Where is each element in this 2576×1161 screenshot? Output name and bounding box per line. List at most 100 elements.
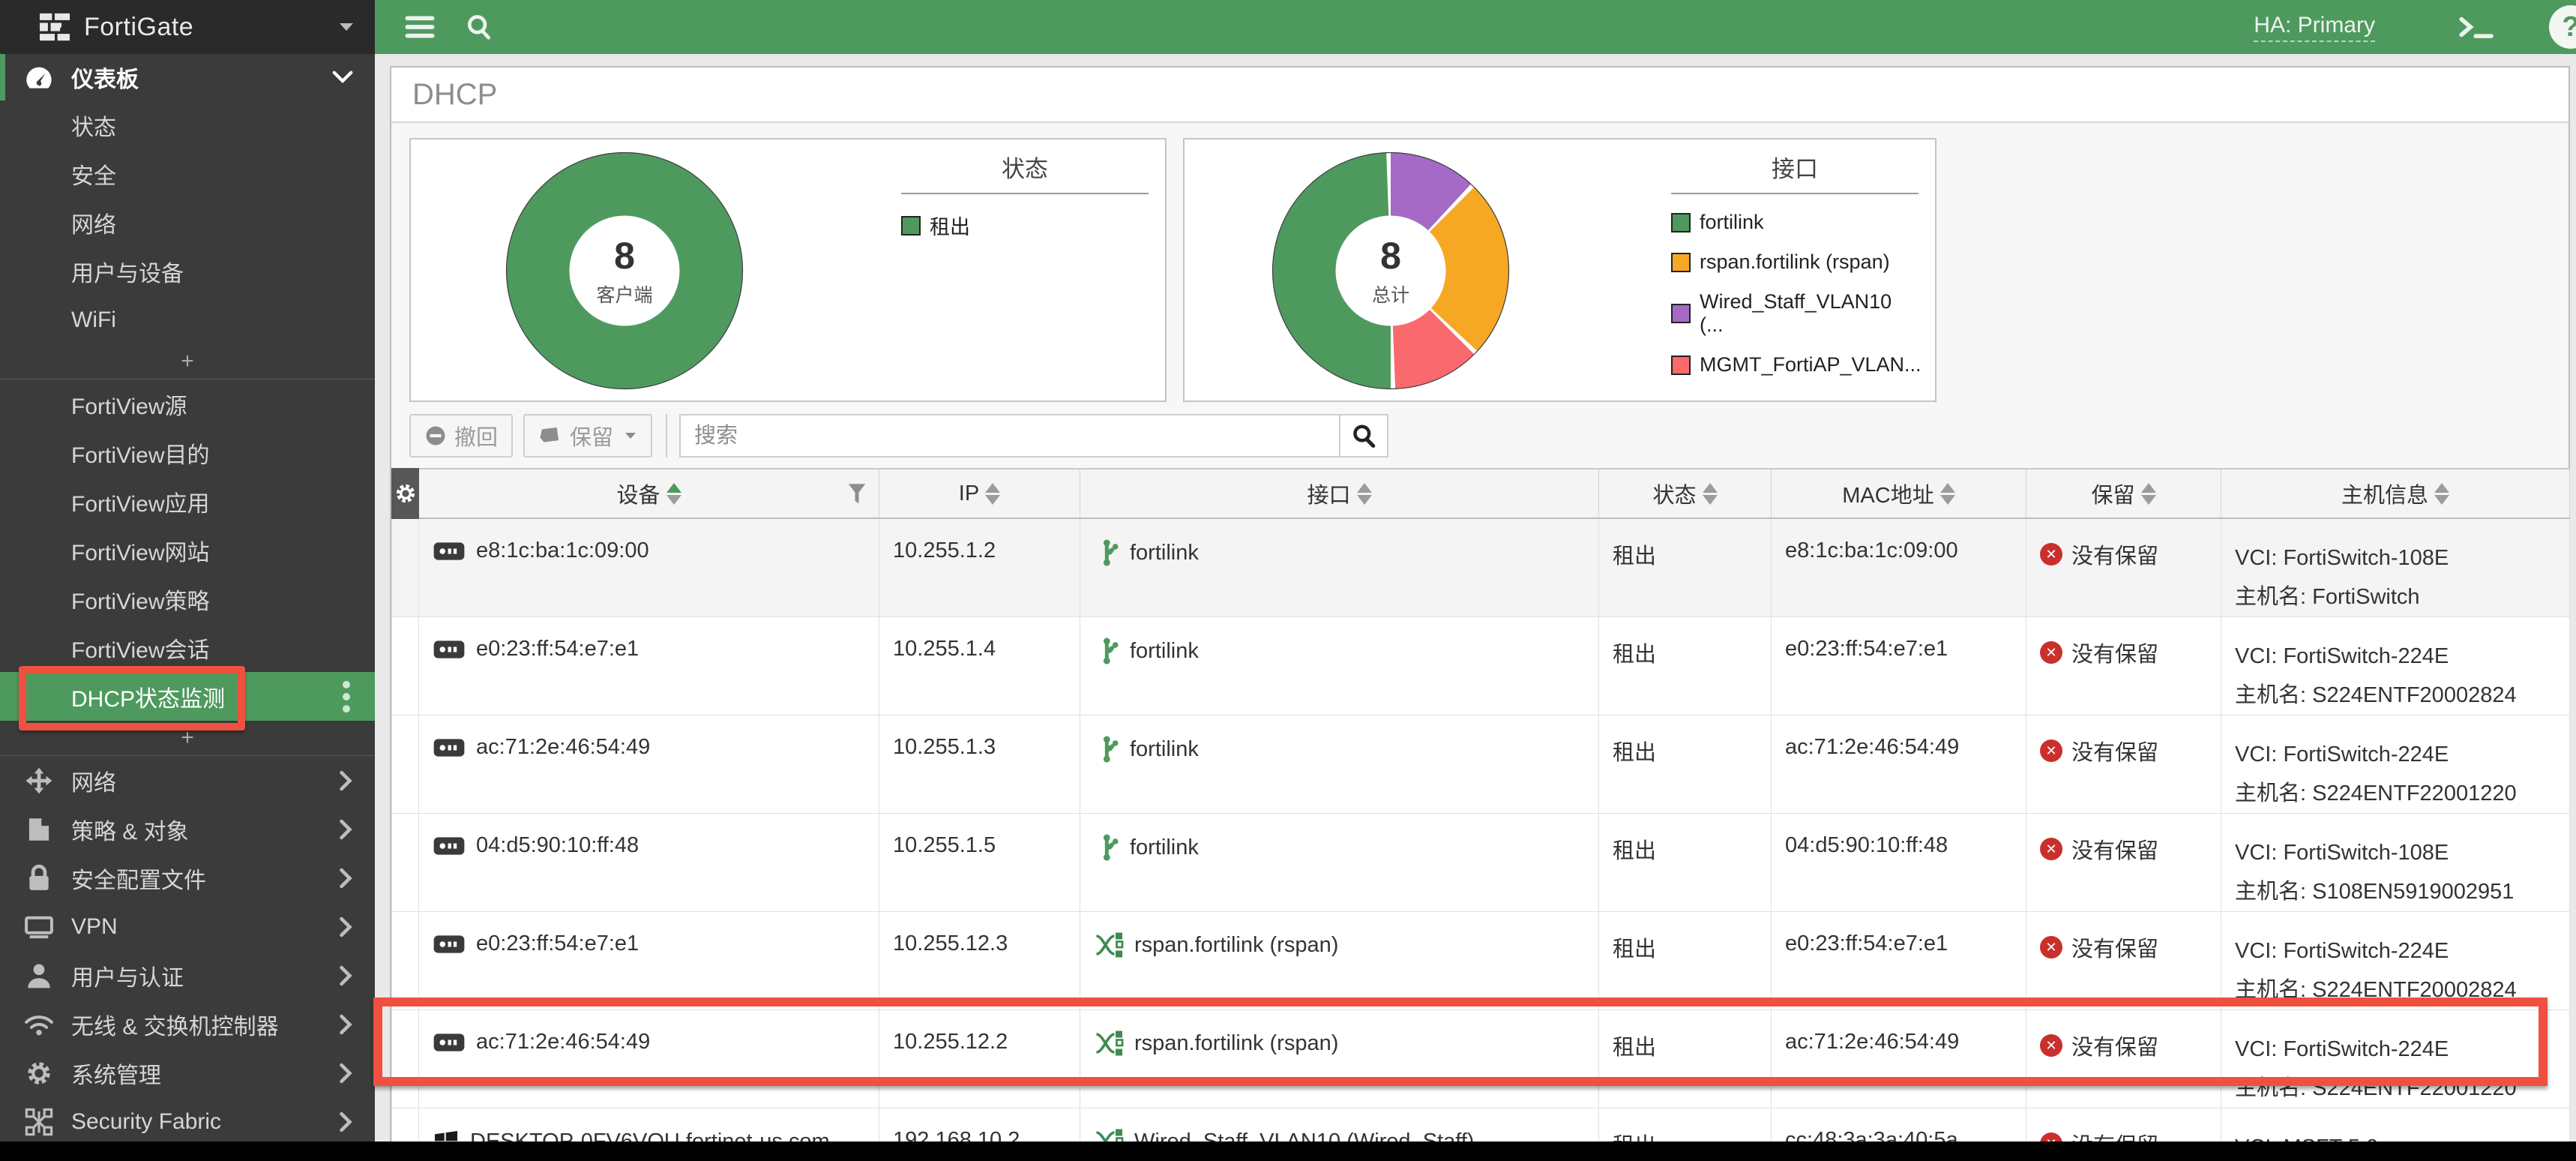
device-cell[interactable]: 04:d5:90:10:ff:48: [418, 813, 879, 912]
ip-cell[interactable]: 10.255.12.3: [879, 911, 1080, 1010]
table-row[interactable]: e0:23:ff:54:e7:e1 10.255.12.3 rspan.fortil…: [391, 911, 2570, 1010]
device-cell[interactable]: e0:23:ff:54:e7:e1: [418, 616, 879, 716]
table-row[interactable]: e0:23:ff:54:e7:e1 10.255.1.4 fortilink 租出 e0…: [391, 616, 2570, 716]
sidebar-group-用户与认证[interactable]: 用户与认证: [0, 951, 375, 1000]
legend-item[interactable]: MGMT_FortiAP_VLAN...: [1671, 353, 1922, 376]
legend-swatch: [1671, 252, 1691, 272]
column-header-status[interactable]: 状态: [1598, 468, 1772, 519]
ip-cell[interactable]: 10.255.1.4: [879, 616, 1080, 716]
table-row[interactable]: 04:d5:90:10:ff:48 10.255.1.5 fortilink 租出 04…: [391, 813, 2570, 912]
row-select-cell[interactable]: [391, 518, 419, 617]
menu-hamburger-icon[interactable]: [405, 14, 435, 40]
sidebar-subitem-网络[interactable]: 网络: [0, 198, 375, 247]
ha-status-badge[interactable]: HA: Primary: [2254, 13, 2375, 42]
column-header-device[interactable]: 设备: [418, 468, 879, 519]
interface-cell[interactable]: rspan.fortilink (rspan): [1080, 911, 1599, 1010]
reservation-cell: ✕ 没有保留: [2026, 616, 2221, 716]
interface-cell[interactable]: fortilink: [1080, 813, 1599, 912]
row-select-cell[interactable]: [391, 911, 419, 1010]
legend-item[interactable]: fortilink: [1671, 211, 1919, 234]
legend-item[interactable]: 租出: [901, 211, 1149, 240]
revoke-button[interactable]: 撤回: [409, 414, 514, 458]
switch-device-icon: [433, 1030, 466, 1054]
cli-console-icon[interactable]: [2458, 13, 2497, 41]
interface-cell[interactable]: fortilink: [1080, 616, 1599, 716]
filter-icon[interactable]: [847, 483, 867, 506]
sidebar-item-FortiView策略[interactable]: FortiView策略: [0, 574, 375, 623]
table-row[interactable]: e8:1c:ba:1c:09:00 10.255.1.2 fortilink 租出 e8…: [391, 518, 2570, 617]
host-info-line: VCI: FortiSwitch-224E: [2235, 644, 2449, 668]
interface-cell[interactable]: fortilink: [1080, 715, 1599, 814]
column-header-mac[interactable]: MAC地址: [1771, 468, 2026, 519]
ip-cell[interactable]: 10.255.1.5: [879, 813, 1080, 912]
sidebar-item-DHCP状态监测[interactable]: DHCP状态监测: [0, 672, 375, 721]
interface-cell[interactable]: fortilink: [1080, 518, 1599, 617]
sidebar-item-FortiView会话[interactable]: FortiView会话: [0, 623, 375, 672]
document-icon: [24, 816, 54, 843]
row-select-cell[interactable]: [391, 1010, 419, 1108]
device-name: 04:d5:90:10:ff:48: [476, 833, 640, 857]
host-info-cell: VCI: FortiSwitch-108E 主机名: S108EN59190029…: [2221, 813, 2570, 912]
ip-cell[interactable]: 10.255.12.2: [879, 1010, 1080, 1108]
sidebar-group-无线 & 交换机控制器[interactable]: 无线 & 交换机控制器: [0, 1000, 375, 1048]
device-cell[interactable]: e8:1c:ba:1c:09:00: [418, 518, 879, 617]
sidebar-subitem-状态[interactable]: 状态: [0, 100, 375, 149]
sidebar-item-FortiView源[interactable]: FortiView源: [0, 380, 375, 428]
search-icon: [1353, 424, 1376, 448]
column-header-ip[interactable]: IP: [879, 468, 1080, 519]
search-input[interactable]: [679, 414, 1340, 458]
dhcp-interface-chart-card: 8 总计 接口 fortilink rspan.fortilink (rspan)…: [1183, 138, 1936, 402]
search-button[interactable]: [1339, 414, 1389, 458]
legend-item[interactable]: rspan.fortilink (rspan): [1671, 250, 1919, 274]
sidebar-group-策略 & 对象[interactable]: 策略 & 对象: [0, 805, 375, 854]
wifi-icon: [24, 1012, 54, 1037]
column-header-reservation[interactable]: 保留: [2026, 468, 2221, 519]
sidebar-group-网络[interactable]: 网络: [0, 756, 375, 805]
status-donut-chart: [505, 152, 744, 390]
device-cell[interactable]: ac:71:2e:46:54:49: [418, 1010, 879, 1108]
sidebar-group-系统管理[interactable]: 系统管理: [0, 1048, 375, 1097]
gear-icon: [24, 1060, 54, 1087]
switch-device-icon: [433, 638, 466, 662]
help-icon[interactable]: ?: [2549, 5, 2576, 49]
device-name: ac:71:2e:46:54:49: [476, 735, 651, 759]
row-select-cell[interactable]: [391, 715, 419, 814]
global-search-icon[interactable]: [465, 13, 493, 41]
legend-item[interactable]: Wired_Staff_VLAN10 (...: [1671, 290, 1919, 337]
sidebar-group-Security Fabric[interactable]: Security Fabric: [0, 1097, 375, 1146]
donut-segment-fortilink: [1272, 152, 1509, 389]
sidebar-group-VPN[interactable]: VPN: [0, 902, 375, 951]
sidebar-subitem-用户与设备[interactable]: 用户与设备: [0, 247, 375, 296]
device-cell[interactable]: ac:71:2e:46:54:49: [418, 715, 879, 814]
host-info-cell: VCI: FortiSwitch-224E 主机名: S224ENTF200028…: [2221, 911, 2570, 1010]
sidebar-item-FortiView网站[interactable]: FortiView网站: [0, 526, 375, 574]
table-row[interactable]: ac:71:2e:46:54:49 10.255.12.2 rspan.fortil…: [391, 1010, 2570, 1108]
sidebar-item-FortiView目的[interactable]: FortiView目的: [0, 428, 375, 477]
column-settings-button[interactable]: [391, 468, 419, 519]
row-select-cell[interactable]: [391, 813, 419, 912]
interface-cell[interactable]: rspan.fortilink (rspan): [1080, 1010, 1599, 1108]
main-content: DHCP 8 客户端 状态 租出: [375, 54, 2576, 1161]
sidebar-subitem-安全[interactable]: 安全: [0, 149, 375, 198]
column-header-interface[interactable]: 接口: [1080, 468, 1599, 519]
add-dashboard-button[interactable]: +: [181, 349, 194, 374]
ip-cell[interactable]: 10.255.1.3: [879, 715, 1080, 814]
row-select-cell[interactable]: [391, 616, 419, 716]
brand-bar[interactable]: FortiGate: [0, 0, 375, 54]
sidebar-group-安全配置文件[interactable]: 安全配置文件: [0, 854, 375, 902]
sidebar-item-dashboard[interactable]: 仪表板: [0, 54, 375, 100]
sidebar-item-FortiView应用[interactable]: FortiView应用: [0, 477, 375, 526]
interface-name: fortilink: [1130, 540, 1199, 565]
brand-caret-down-icon[interactable]: [337, 21, 355, 33]
table-row[interactable]: ac:71:2e:46:54:49 10.255.1.3 fortilink 租出 ac…: [391, 715, 2570, 814]
item-options-icon[interactable]: [342, 680, 351, 713]
sort-icon: [985, 482, 1001, 505]
interface-legend: 接口 fortilink rspan.fortilink (rspan) Wired…: [1671, 150, 1922, 376]
add-fortiview-button[interactable]: +: [181, 725, 194, 750]
reserve-button[interactable]: 保留: [523, 414, 653, 458]
device-cell[interactable]: e0:23:ff:54:e7:e1: [418, 911, 879, 1010]
switch-device-icon: [433, 932, 466, 956]
ip-cell[interactable]: 10.255.1.2: [879, 518, 1080, 617]
sidebar-subitem-WiFi[interactable]: WiFi: [0, 296, 375, 344]
column-header-hostinfo[interactable]: 主机信息: [2221, 468, 2570, 519]
